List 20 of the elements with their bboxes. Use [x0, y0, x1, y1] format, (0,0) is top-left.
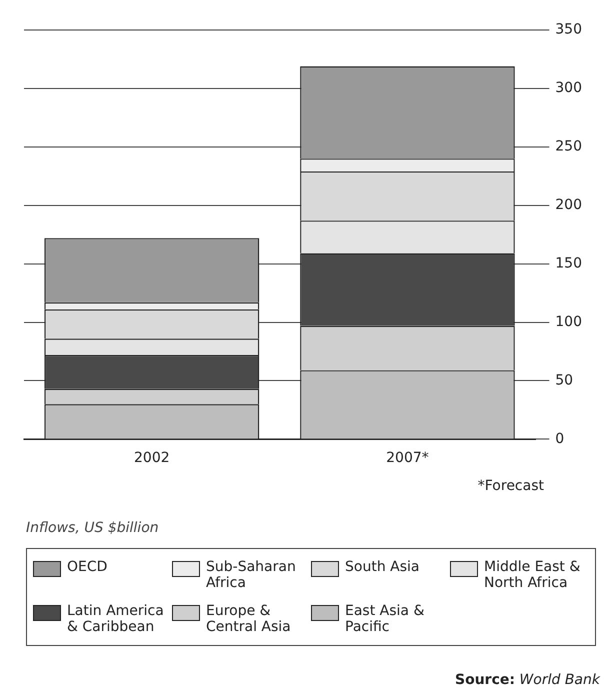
text: Inflows, US $billion: [26, 520, 159, 536]
y-tick-label: 50: [555, 372, 574, 388]
legend-label: OECD: [67, 559, 108, 575]
y-tick-label: 300: [555, 80, 582, 96]
legend-label: East Asia & Pacific: [345, 603, 426, 635]
y-tick-label: 150: [555, 255, 582, 272]
y-tick-label: 250: [555, 138, 582, 155]
x-tick-label: 2007*: [386, 450, 429, 466]
y-tick-label: 350: [555, 22, 582, 38]
legend-label: Sub-Saharan Africa: [206, 559, 297, 591]
source-note: Source: World Bank: [455, 672, 600, 688]
legend-label: Middle East & North Africa: [484, 559, 582, 591]
y-tick-label: 0: [555, 430, 564, 447]
legend-label: Europe & Central Asia: [206, 603, 292, 635]
y-tick-label: 200: [555, 197, 582, 214]
text: *Forecast: [478, 478, 544, 494]
legend-label: South Asia: [345, 559, 420, 575]
x-tick-label: 2002: [134, 450, 170, 466]
y-tick-label: 100: [555, 314, 582, 330]
legend-label: Latin America & Caribbean: [67, 603, 165, 635]
